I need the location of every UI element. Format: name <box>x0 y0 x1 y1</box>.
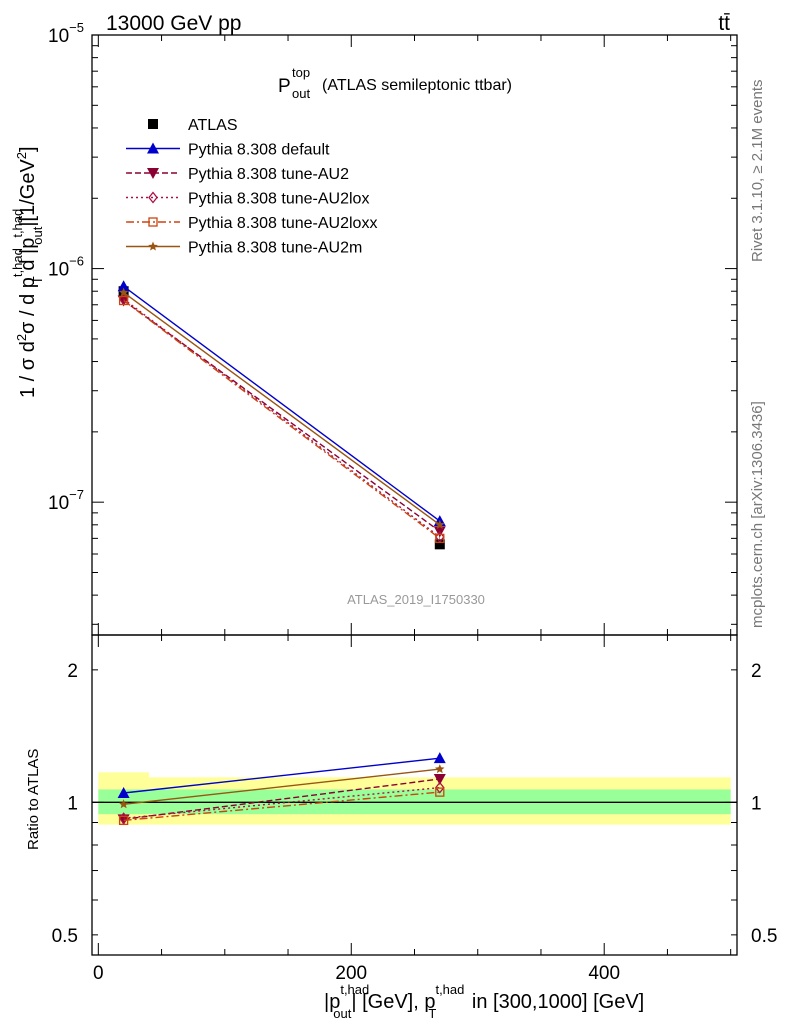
ratio-y-tick-label-right: 2 <box>751 661 762 682</box>
main-series-line <box>123 299 441 532</box>
main-y-tick-label: 10−6 <box>48 254 84 281</box>
main-data-point <box>118 287 129 297</box>
ratio-data-point <box>435 787 445 797</box>
main-data-point <box>435 519 445 529</box>
ratio-ylabel: Ratio to ATLAS <box>25 749 42 850</box>
ratio-series-line <box>123 791 440 822</box>
legend-label: Pythia 8.308 tune-AU2 <box>188 166 349 183</box>
legend-marker <box>147 142 159 154</box>
ratio-x-tick-label: 400 <box>588 963 620 984</box>
ratio-y-tick-label: 0.5 <box>52 926 78 947</box>
ratio-x-tick-label: 200 <box>335 963 367 984</box>
ratio-series-line <box>123 778 440 820</box>
plot-title: P top out (ATLAS semileptonic ttbar) <box>278 65 512 101</box>
ratio-series-line <box>123 768 440 805</box>
main-series-line <box>123 298 441 538</box>
mcplots-label: mcplots.cern.ch [arXiv:1306.3436] <box>749 401 766 628</box>
header-right: tt̄ <box>718 12 730 35</box>
main-data-point <box>435 533 445 544</box>
ratio-panel-axes: 0 200 400 0.5 0.5 1 1 2 2 <box>52 634 777 984</box>
x-axis-label: |pt,had out| [GeV], pt,had T in [300,1000]… <box>324 982 644 1021</box>
main-ylabel: 1 / σ d2σ / d pt,hadT d |pt,had out|[1/Ge… <box>10 146 45 398</box>
legend-marker <box>148 191 158 204</box>
legend-marker <box>148 119 158 129</box>
legend-label: Pythia 8.308 tune-AU2m <box>188 240 362 257</box>
analysis-id: ATLAS_2019_I1750330 <box>347 592 485 607</box>
title-main: P <box>278 76 291 97</box>
ratio-y-tick-label-right: 0.5 <box>751 926 777 947</box>
main-series-line <box>123 291 441 526</box>
legend-label: ATLAS <box>188 117 238 134</box>
ratio-data-point <box>435 764 445 774</box>
ratio-x-tick-label: 0 <box>93 963 104 984</box>
main-y-tick-label: 10−5 <box>48 20 84 47</box>
ratio-data-point <box>433 752 446 764</box>
main-data-point <box>117 280 130 292</box>
title-rest: (ATLAS semileptonic ttbar) <box>322 77 512 94</box>
legend-marker <box>148 241 158 251</box>
legend-label: Pythia 8.308 tune-AU2loxx <box>188 215 377 232</box>
ratio-y-tick-label: 2 <box>67 661 78 682</box>
ratio-data-point <box>118 799 129 809</box>
title-sup: top <box>292 65 310 80</box>
ratio-data-point <box>117 787 130 799</box>
ratio-data-point <box>118 815 129 826</box>
legend-label: Pythia 8.308 default <box>188 142 330 159</box>
main-series-line <box>123 285 441 522</box>
main-panel-axes: 10−5 10−6 10−7 <box>48 20 738 636</box>
svg-text:1 / σ d2σ / d pt,hadT d |pt,ha: 1 / σ d2σ / d pt,hadT d |pt,had out|[1/Ge… <box>10 146 45 398</box>
ratio-data-point <box>433 773 446 785</box>
legend-label: Pythia 8.308 tune-AU2lox <box>188 191 369 208</box>
rivet-label: Rivet 3.1.10, ≥ 2.1M events <box>749 80 766 263</box>
main-y-tick-label: 10−7 <box>48 487 84 514</box>
main-panel-marks <box>117 280 446 550</box>
ratio-data-point <box>434 781 445 794</box>
legend-marker <box>147 168 159 179</box>
legend: ATLAS Pythia 8.308 default Pythia 8.308 tu… <box>126 117 377 257</box>
main-data-point <box>118 295 129 306</box>
header-left: 13000 GeV pp <box>106 12 241 35</box>
ratio-series-line <box>123 757 440 794</box>
ratio-panel-marks <box>92 752 737 826</box>
title-sub: out <box>292 86 310 101</box>
ratio-y-tick-label-right: 1 <box>751 793 762 814</box>
main-data-point <box>434 539 445 550</box>
main-series-line <box>123 299 441 539</box>
legend-marker <box>148 217 158 227</box>
ratio-y-tick-label: 1 <box>67 793 78 814</box>
